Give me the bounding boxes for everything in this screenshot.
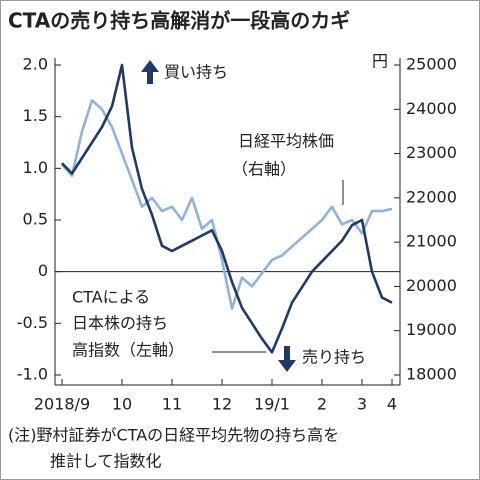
x-tick-label: 2018/9 bbox=[34, 395, 90, 414]
x-tick-label: 4 bbox=[387, 395, 397, 414]
up-arrow bbox=[141, 60, 159, 84]
y2-tick-label: 22000 bbox=[406, 187, 457, 206]
y-tick-label: -1.0 bbox=[17, 365, 48, 384]
x-tick-label: 3 bbox=[357, 395, 367, 414]
x-tick-label: 10 bbox=[112, 395, 132, 414]
y-tick-label: -0.5 bbox=[17, 313, 48, 332]
nikkei-note: （右軸） bbox=[232, 160, 296, 179]
y2-tick-label: 25000 bbox=[406, 55, 457, 74]
cta-label: 高指数（左軸） bbox=[72, 341, 184, 360]
footnote: 推計して指数化 bbox=[50, 452, 162, 471]
x-tick-label: 12 bbox=[212, 395, 232, 414]
x-tick-label: 2 bbox=[317, 395, 327, 414]
x-tick-label: 11 bbox=[162, 395, 182, 414]
y2-tick-label: 24000 bbox=[406, 99, 457, 118]
sell-label: 売り持ち bbox=[302, 348, 366, 367]
y-tick-label: 0.5 bbox=[23, 210, 48, 229]
cta-label: 日本株の持ち bbox=[72, 314, 168, 333]
down-arrow bbox=[278, 346, 296, 372]
y2-tick-label: 23000 bbox=[406, 143, 457, 162]
y2-unit: 円 bbox=[372, 52, 388, 71]
buy-label: 買い持ち bbox=[164, 63, 228, 82]
y2-tick-label: 21000 bbox=[406, 232, 457, 251]
nikkei-label: 日経平均株価 bbox=[238, 132, 334, 151]
footnote: (注)野村証券がCTAの日経平均先物の持ち高を bbox=[8, 426, 339, 445]
y2-tick-label: 20000 bbox=[406, 276, 457, 295]
series-line bbox=[61, 99, 393, 310]
chart-title: CTAの売り持ち高解消が一段高のカギ bbox=[8, 9, 350, 33]
y2-tick-label: 18000 bbox=[406, 365, 457, 384]
cta-label: CTAによる bbox=[72, 288, 150, 307]
series-line bbox=[61, 63, 393, 354]
y2-tick-label: 19000 bbox=[406, 320, 457, 339]
y-tick-label: 0 bbox=[38, 261, 48, 280]
y-tick-label: 1.0 bbox=[23, 158, 48, 177]
y-tick-label: 1.5 bbox=[23, 106, 48, 125]
x-tick-label: 19/1 bbox=[254, 395, 290, 414]
y-tick-label: 2.0 bbox=[23, 55, 48, 74]
